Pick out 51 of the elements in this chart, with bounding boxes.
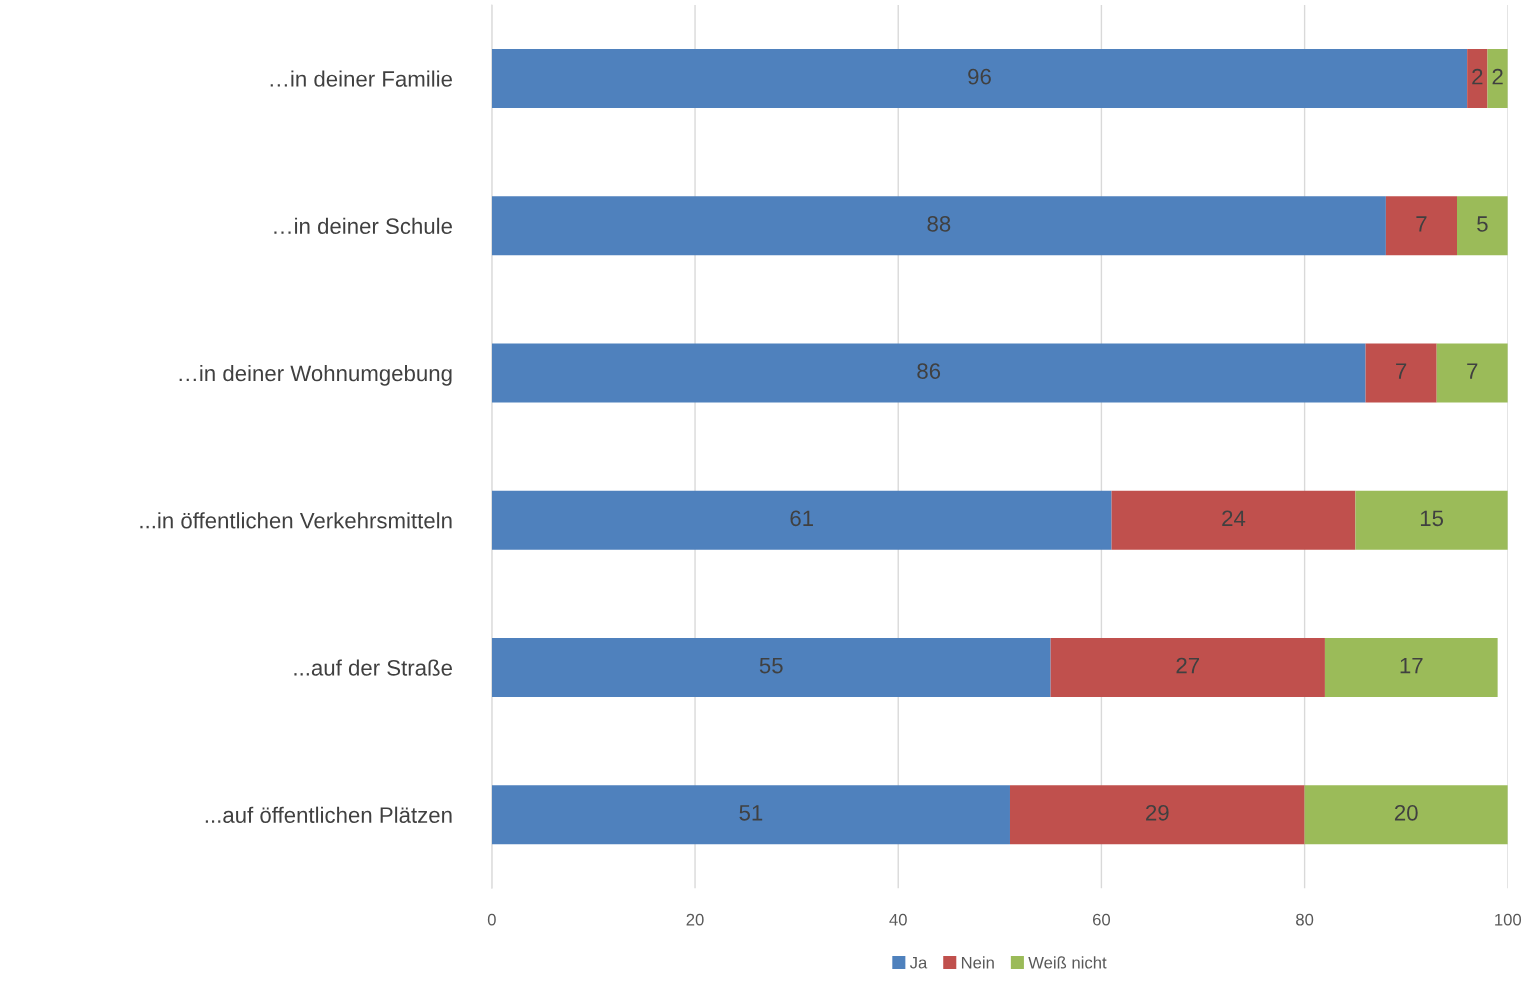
bar bbox=[491, 638, 1051, 697]
legend-label: Nein bbox=[961, 956, 994, 969]
bar bbox=[491, 49, 1468, 108]
x-tick-label: 0 bbox=[487, 913, 496, 926]
data-label: 7 bbox=[1396, 363, 1407, 379]
bar bbox=[491, 196, 1386, 256]
bar bbox=[1355, 490, 1508, 550]
x-tick-label: 40 bbox=[889, 913, 907, 926]
data-label: 17 bbox=[1400, 657, 1423, 674]
bar bbox=[491, 343, 1366, 403]
data-label: 2 bbox=[1472, 68, 1483, 85]
bar bbox=[1050, 638, 1325, 697]
data-label: 27 bbox=[1176, 657, 1200, 674]
y-tick-label: …in deiner Familie bbox=[270, 70, 452, 87]
data-label: 51 bbox=[739, 805, 763, 821]
bar bbox=[1009, 785, 1305, 845]
bar bbox=[1385, 196, 1457, 256]
y-tick-label: ...auf der Straße bbox=[294, 659, 452, 676]
data-label: 86 bbox=[917, 363, 941, 379]
data-label: 15 bbox=[1420, 510, 1444, 527]
bar bbox=[491, 490, 1112, 550]
legend-label: Ja bbox=[909, 956, 928, 969]
data-label: 55 bbox=[759, 657, 783, 674]
data-label: 7 bbox=[1416, 216, 1427, 232]
bar bbox=[1324, 638, 1498, 697]
data-label: 96 bbox=[968, 68, 991, 85]
x-tick-label: 20 bbox=[686, 913, 704, 926]
data-label: 20 bbox=[1394, 804, 1418, 821]
bar bbox=[1111, 490, 1356, 550]
bar bbox=[491, 785, 1010, 845]
data-label: 5 bbox=[1477, 216, 1488, 232]
data-label: 88 bbox=[927, 216, 951, 232]
data-label: 7 bbox=[1467, 363, 1478, 379]
data-label: 24 bbox=[1222, 510, 1246, 526]
y-tick-label: …in deiner Schule bbox=[274, 217, 452, 235]
bar bbox=[1365, 343, 1437, 403]
x-tick-label: 100 bbox=[1495, 913, 1522, 926]
data-label: 61 bbox=[790, 510, 813, 527]
bar bbox=[1457, 196, 1508, 256]
bar bbox=[1467, 49, 1488, 108]
data-label: 2 bbox=[1492, 68, 1503, 85]
y-tick-label: …in deiner Wohnumgebung bbox=[179, 364, 452, 386]
y-tick-label: ...in öffentlichen Verkehrsmitteln bbox=[140, 512, 452, 529]
y-tick-label: ...auf öffentlichen Plätzen bbox=[205, 806, 452, 823]
data-label: 29 bbox=[1146, 804, 1169, 821]
x-tick-label: 80 bbox=[1296, 913, 1314, 926]
bar bbox=[1487, 49, 1508, 108]
bar bbox=[1304, 785, 1508, 845]
bar bbox=[1436, 343, 1508, 403]
legend-label: Weiß nicht bbox=[1028, 956, 1107, 969]
x-tick-label: 60 bbox=[1092, 913, 1111, 926]
